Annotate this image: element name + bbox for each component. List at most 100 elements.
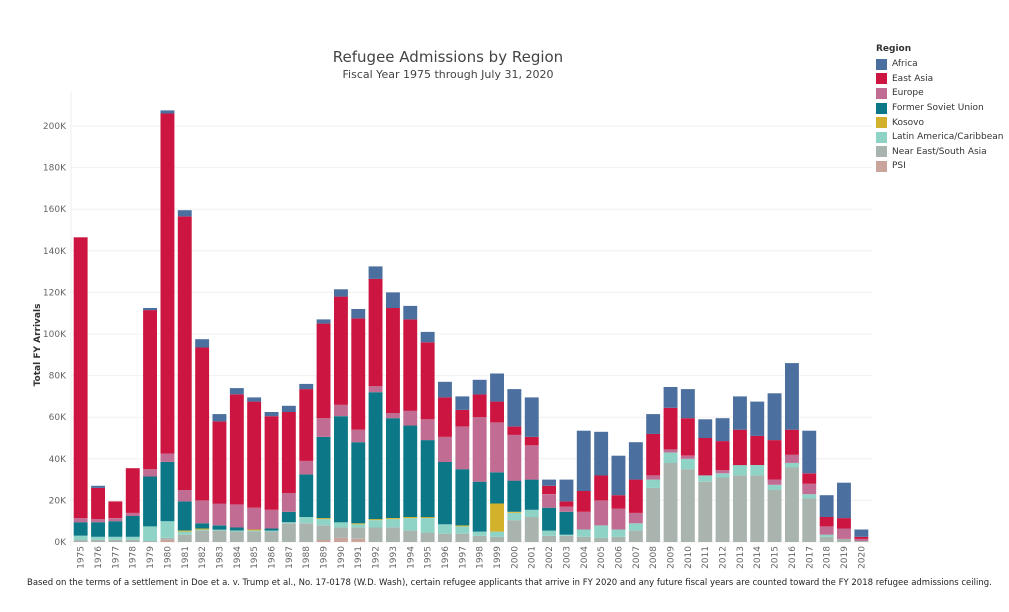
bar-segment-europe[interactable]: [507, 434, 522, 481]
bar-segment-latin-america-caribbean[interactable]: [611, 529, 626, 537]
bar-segment-east-asia[interactable]: [646, 433, 661, 476]
bar-segment-africa[interactable]: [767, 393, 782, 441]
bar-segment-africa[interactable]: [472, 379, 487, 395]
bar-segment-near-east-south-asia[interactable]: [646, 487, 661, 542]
bar-segment-latin-america-caribbean[interactable]: [195, 529, 210, 531]
bar-segment-former-soviet-union[interactable]: [108, 521, 123, 537]
bar-segment-europe[interactable]: [316, 418, 331, 437]
bar-segment-europe[interactable]: [299, 460, 314, 475]
bar-segment-kosovo[interactable]: [386, 518, 400, 520]
bar-segment-near-east-south-asia[interactable]: [715, 477, 730, 543]
bar-segment-africa[interactable]: [611, 455, 626, 496]
bar-segment-africa[interactable]: [281, 405, 296, 412]
bar-segment-africa[interactable]: [663, 387, 678, 408]
bar-segment-europe[interactable]: [125, 512, 140, 516]
bar-segment-latin-america-caribbean[interactable]: [646, 479, 661, 488]
bar-segment-europe[interactable]: [160, 453, 175, 462]
bar-segment-europe[interactable]: [472, 417, 487, 482]
bar-segment-east-asia[interactable]: [542, 485, 556, 495]
bar-segment-latin-america-caribbean[interactable]: [524, 509, 539, 518]
bar-segment-latin-america-caribbean[interactable]: [455, 526, 470, 534]
bar-segment-east-asia[interactable]: [160, 113, 175, 454]
bar-segment-africa[interactable]: [386, 292, 400, 308]
bar-segment-former-soviet-union[interactable]: [334, 416, 348, 523]
bar-segment-kosovo[interactable]: [351, 523, 366, 525]
bar-segment-latin-america-caribbean[interactable]: [403, 518, 418, 531]
bar-segment-east-asia[interactable]: [524, 437, 539, 446]
bar-segment-former-soviet-union[interactable]: [507, 480, 522, 512]
bar-segment-europe[interactable]: [646, 475, 661, 480]
bar-segment-near-east-south-asia[interactable]: [351, 527, 366, 539]
bar-segment-former-soviet-union[interactable]: [177, 501, 192, 531]
bar-segment-former-soviet-union[interactable]: [351, 442, 366, 524]
bar-segment-europe[interactable]: [715, 470, 730, 474]
bar-segment-former-soviet-union[interactable]: [195, 523, 210, 529]
bar-segment-former-soviet-union[interactable]: [472, 481, 487, 532]
bar-segment-africa[interactable]: [143, 308, 157, 311]
legend-item-europe[interactable]: Europe: [876, 86, 1003, 101]
bar-segment-africa[interactable]: [837, 482, 851, 519]
bar-segment-africa[interactable]: [299, 383, 314, 390]
bar-segment-near-east-south-asia[interactable]: [386, 527, 400, 542]
bar-segment-latin-america-caribbean[interactable]: [247, 530, 262, 532]
bar-segment-africa[interactable]: [368, 266, 383, 279]
bar-segment-kosovo[interactable]: [195, 528, 210, 530]
bar-segment-europe[interactable]: [229, 504, 244, 528]
bar-segment-east-asia[interactable]: [837, 518, 851, 529]
legend-item-east-asia[interactable]: East Asia: [876, 72, 1003, 87]
bar-segment-africa[interactable]: [542, 479, 556, 486]
bar-segment-former-soviet-union[interactable]: [143, 476, 157, 527]
bar-segment-africa[interactable]: [490, 373, 504, 402]
bar-segment-former-soviet-union[interactable]: [229, 527, 244, 531]
bar-segment-kosovo[interactable]: [316, 518, 331, 520]
bar-segment-latin-america-caribbean[interactable]: [698, 475, 713, 482]
bar-segment-latin-america-caribbean[interactable]: [281, 522, 296, 524]
bar-segment-east-asia[interactable]: [576, 491, 591, 512]
bar-segment-east-asia[interactable]: [108, 501, 123, 518]
bar-segment-africa[interactable]: [854, 529, 869, 537]
bar-segment-africa[interactable]: [819, 495, 834, 517]
bar-segment-europe[interactable]: [611, 508, 626, 530]
bar-segment-east-asia[interactable]: [611, 495, 626, 509]
bar-segment-latin-america-caribbean[interactable]: [386, 519, 400, 528]
bar-segment-near-east-south-asia[interactable]: [455, 533, 470, 542]
bar-segment-europe[interactable]: [576, 511, 591, 530]
bar-segment-africa[interactable]: [524, 397, 539, 437]
bar-segment-near-east-south-asia[interactable]: [507, 520, 522, 542]
legend-item-latin-america-caribbean[interactable]: Latin America/Caribbean: [876, 130, 1003, 145]
bar-segment-africa[interactable]: [264, 412, 279, 417]
bar-segment-former-soviet-union[interactable]: [542, 507, 556, 531]
bar-segment-east-asia[interactable]: [264, 416, 279, 510]
bar-segment-east-asia[interactable]: [455, 409, 470, 427]
bar-segment-kosovo[interactable]: [247, 529, 262, 531]
bar-segment-latin-america-caribbean[interactable]: [316, 519, 331, 526]
bar-segment-near-east-south-asia[interactable]: [91, 539, 105, 542]
bar-segment-east-asia[interactable]: [680, 418, 695, 456]
bar-segment-near-east-south-asia[interactable]: [524, 517, 539, 542]
bar-segment-former-soviet-union[interactable]: [403, 425, 418, 518]
bar-segment-former-soviet-union[interactable]: [91, 522, 105, 537]
bar-segment-kosovo[interactable]: [368, 519, 383, 521]
bar-segment-latin-america-caribbean[interactable]: [351, 524, 366, 528]
bar-segment-africa[interactable]: [316, 319, 331, 324]
bar-segment-east-asia[interactable]: [125, 468, 140, 513]
bar-segment-kosovo[interactable]: [403, 517, 418, 518]
bar-segment-east-asia[interactable]: [819, 517, 834, 527]
bar-segment-latin-america-caribbean[interactable]: [438, 524, 452, 534]
bar-segment-africa[interactable]: [229, 388, 244, 395]
bar-segment-latin-america-caribbean[interactable]: [472, 531, 487, 536]
bar-segment-east-asia[interactable]: [698, 438, 713, 476]
bar-segment-latin-america-caribbean[interactable]: [108, 536, 123, 540]
bar-segment-latin-america-caribbean[interactable]: [264, 530, 279, 532]
bar-segment-africa[interactable]: [715, 418, 730, 442]
bar-segment-kosovo[interactable]: [177, 530, 192, 532]
bar-segment-east-asia[interactable]: [854, 536, 869, 539]
bar-segment-africa[interactable]: [351, 309, 366, 319]
bar-segment-near-east-south-asia[interactable]: [542, 535, 556, 542]
bar-segment-europe[interactable]: [386, 413, 400, 419]
bar-segment-latin-america-caribbean[interactable]: [299, 517, 314, 524]
bar-segment-former-soviet-union[interactable]: [125, 516, 140, 537]
legend-item-africa[interactable]: Africa: [876, 57, 1003, 72]
bar-segment-latin-america-caribbean[interactable]: [594, 525, 609, 538]
bar-segment-latin-america-caribbean[interactable]: [368, 520, 383, 528]
